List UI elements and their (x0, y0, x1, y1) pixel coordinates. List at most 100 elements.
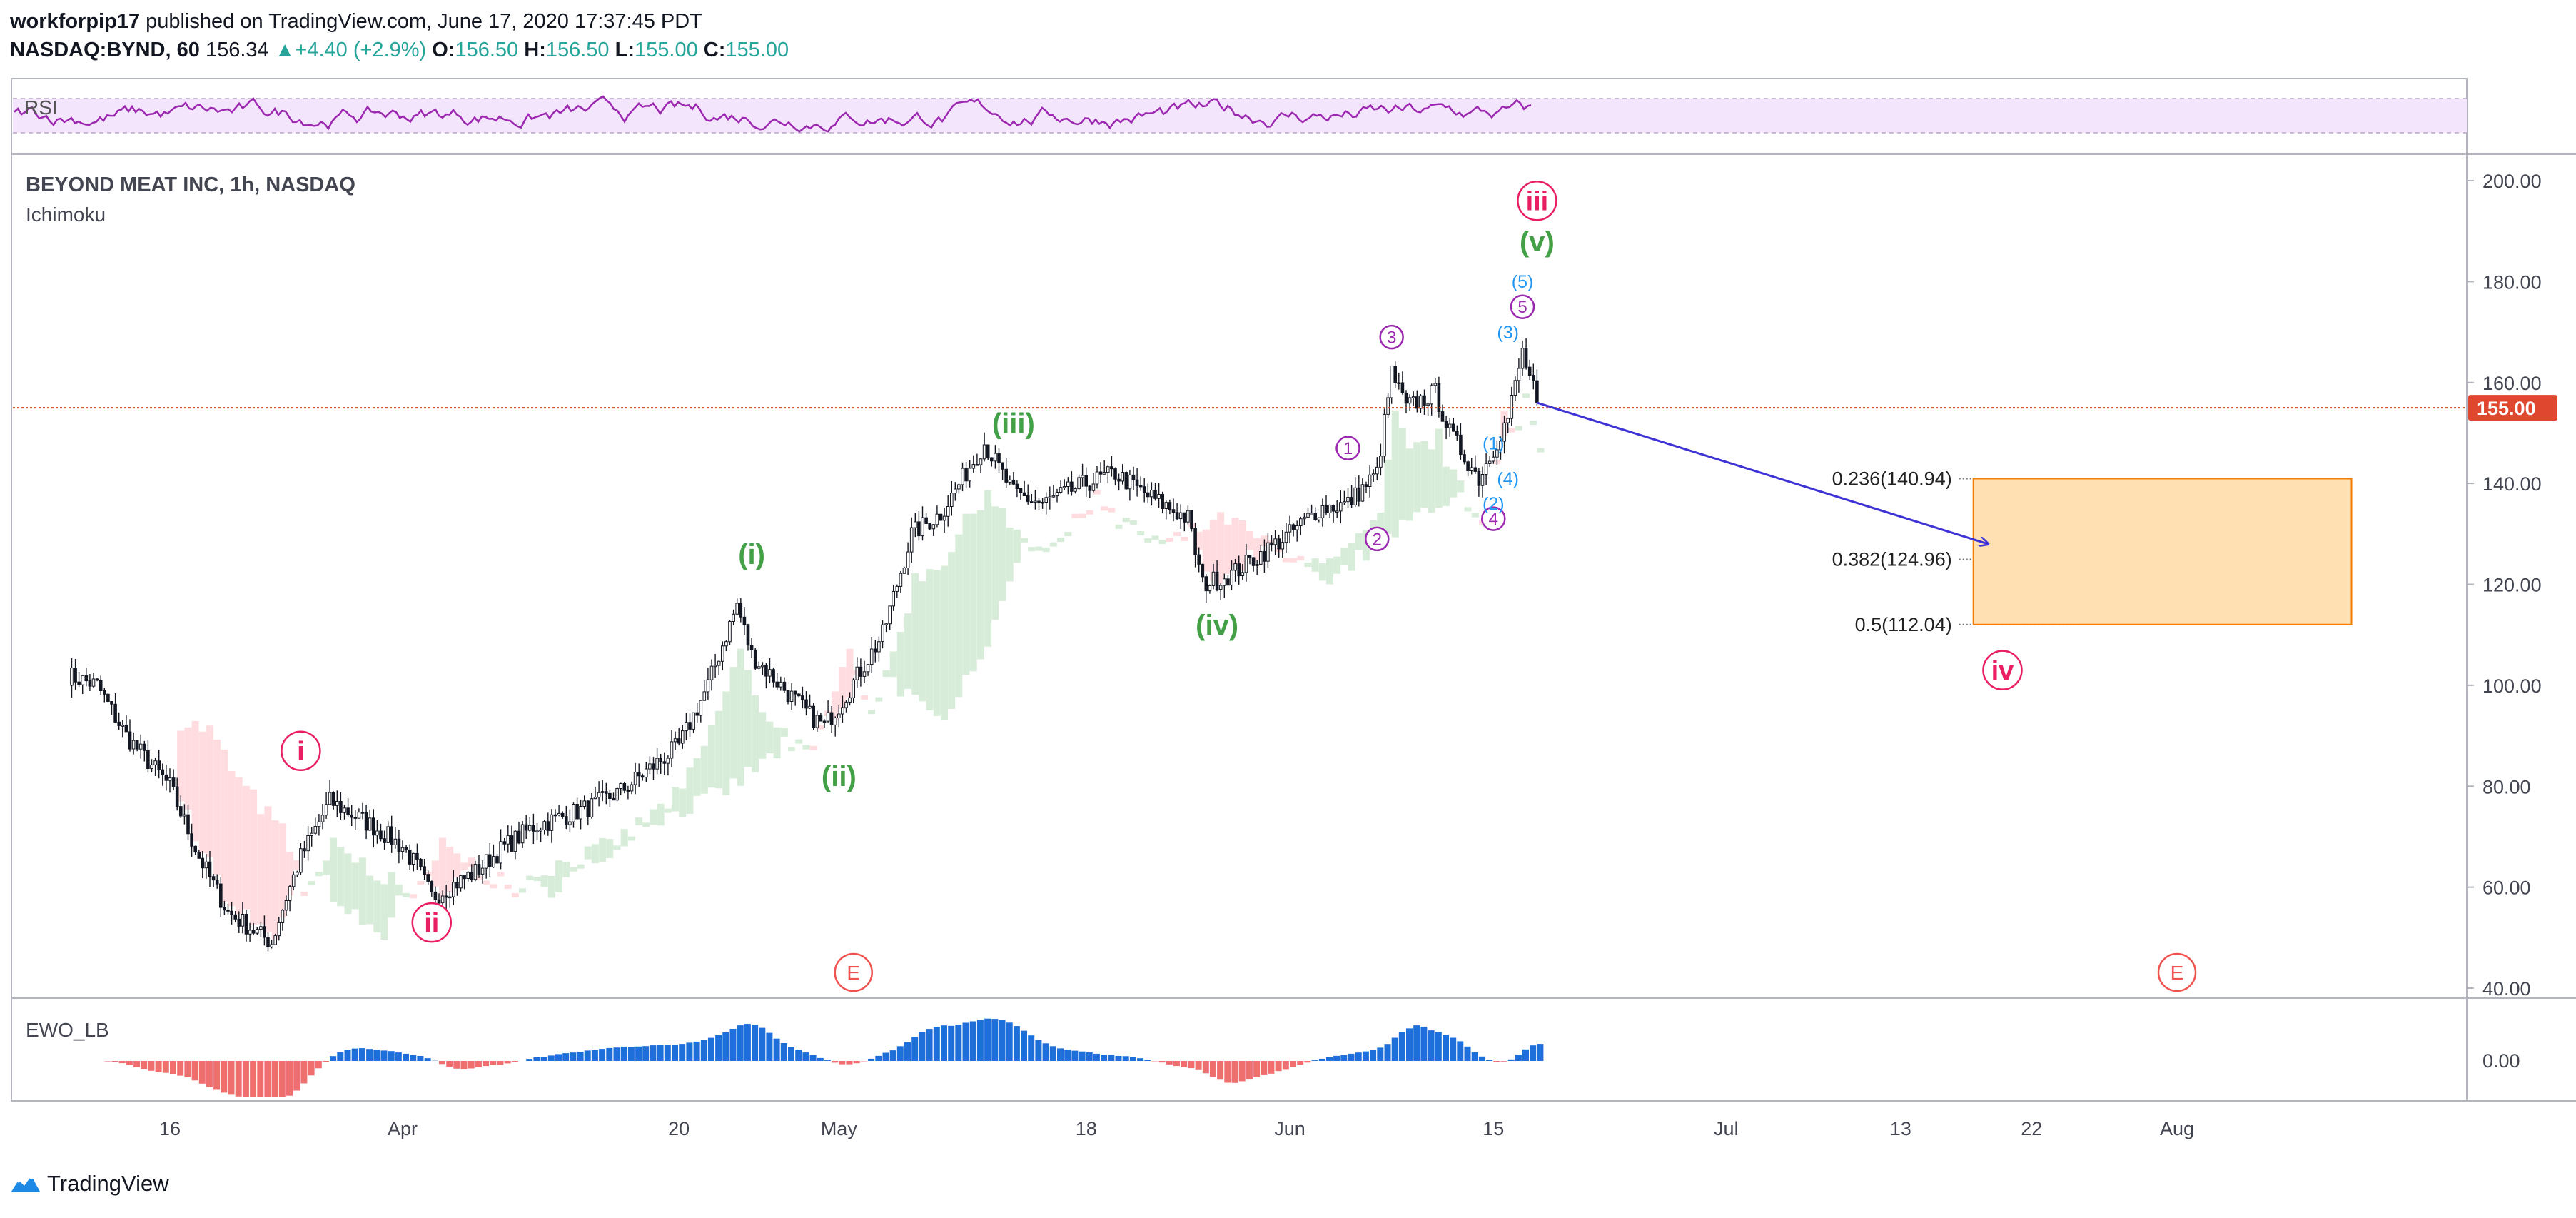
wave-label[interactable]: (iv) (1196, 610, 1238, 641)
wave-label[interactable]: (4) (1497, 469, 1519, 489)
cloud-segment (962, 513, 970, 675)
wave-label[interactable]: (v) (1520, 226, 1555, 258)
candle-body (768, 669, 772, 677)
wave-label[interactable]: i (297, 737, 305, 767)
cloud-segment (1507, 428, 1515, 433)
cloud-segment (1253, 538, 1261, 561)
candle-body (408, 850, 412, 865)
published-text: published on TradingView.com, June 17, 2… (146, 10, 702, 33)
ewo-bar (373, 1050, 380, 1061)
wave-label[interactable]: 1 (1343, 439, 1353, 458)
candle-body (1084, 475, 1089, 487)
target-zone[interactable] (1972, 478, 2353, 625)
candle-body (502, 841, 507, 845)
ewo-bar (1071, 1050, 1079, 1061)
earnings-marker-circle[interactable] (834, 952, 873, 992)
candle-body (572, 804, 575, 822)
ewo-bar (118, 1061, 126, 1064)
candle-body (801, 695, 804, 700)
cloud-segment (358, 857, 366, 925)
candle-body (565, 816, 568, 825)
candle-body (281, 910, 285, 923)
wave-label[interactable]: (1) (1483, 433, 1505, 453)
wave-label[interactable]: 4 (1489, 510, 1498, 529)
wave-label[interactable]: (ii) (822, 761, 857, 792)
candle-body (1408, 397, 1412, 404)
cloud-segment (664, 808, 672, 813)
wave-label[interactable]: (5) (1512, 272, 1534, 292)
wave-label[interactable]: (2) (1483, 494, 1505, 514)
cloud-segment (620, 829, 628, 847)
candle-body (812, 705, 816, 728)
candle-body (1041, 502, 1044, 504)
tradingview-footer[interactable]: TradingView (10, 1171, 169, 1197)
candle-body (1142, 486, 1146, 493)
candle-body (495, 856, 499, 864)
cloud-segment (969, 513, 977, 672)
wave-label[interactable]: iv (1991, 656, 2014, 686)
ewo-bar (424, 1058, 431, 1061)
cloud-segment (1326, 558, 1333, 585)
candle-body (575, 804, 579, 820)
candle-body (742, 616, 747, 625)
wave-label[interactable]: iii (1526, 187, 1549, 217)
candle-body (1284, 531, 1288, 543)
cloud-segment (686, 767, 694, 814)
candle-body (724, 641, 728, 647)
price-axis[interactable]: 200.00 180.00 160.00 140.00 120.00 100.00 80.0… (2467, 171, 2542, 1000)
ewo-bar (453, 1061, 460, 1069)
candle-body (931, 524, 936, 530)
time-axis[interactable]: 16 Apr 20 May 18 Jun 15 Jul 13 22 Aug (159, 1118, 2194, 1139)
candle-body (775, 681, 779, 688)
ewo-bar (722, 1032, 729, 1061)
candle-body (313, 826, 318, 834)
wave-label[interactable]: 2 (1373, 530, 1382, 549)
wave-label-circle (1510, 294, 1535, 319)
candle-body (1055, 492, 1059, 497)
projection-arrow[interactable] (1536, 401, 1988, 544)
candle-body (1266, 542, 1270, 562)
candle-body (263, 926, 266, 938)
candle-body (1201, 563, 1205, 578)
ewo-bar (1377, 1047, 1384, 1061)
candle-body (157, 760, 161, 770)
candle-body (859, 666, 863, 677)
candle-body (869, 648, 874, 665)
cloud-segment (1158, 540, 1166, 545)
ewo-bar (700, 1040, 707, 1061)
ewo-bar (1486, 1060, 1493, 1061)
cloud-segment (766, 721, 774, 754)
candle-body (244, 914, 248, 935)
price-change: +4.40 (+2.9%) (295, 39, 427, 61)
candle-body (1295, 525, 1299, 530)
cloud-segment (1049, 542, 1057, 547)
cloud-segment (1035, 546, 1043, 551)
author-name[interactable]: workforpip17 (10, 10, 141, 33)
candle-body (914, 521, 917, 528)
wave-label[interactable]: 5 (1517, 298, 1527, 317)
wave-label[interactable]: (3) (1497, 323, 1519, 343)
wave-label[interactable]: 3 (1387, 328, 1396, 348)
ewo-bar (264, 1061, 271, 1097)
cloud-segment (1129, 520, 1137, 525)
wave-label[interactable]: (i) (738, 539, 765, 570)
wave-label[interactable]: ii (424, 908, 439, 938)
candle-body (1237, 563, 1241, 577)
ewo-bar (795, 1050, 802, 1061)
cloud-segment (1398, 428, 1406, 520)
cloud-segment (278, 823, 286, 918)
candle-body (619, 783, 623, 789)
candle-body (1146, 492, 1150, 498)
ewo-bar (773, 1038, 780, 1061)
candle-body (84, 675, 89, 682)
candle-body (1135, 479, 1139, 486)
cloud-segment (460, 862, 468, 871)
wave-label[interactable]: (iii) (992, 408, 1035, 439)
candle-body (400, 847, 405, 852)
ewo-bar (904, 1042, 911, 1061)
ewo-bar (1500, 1061, 1507, 1062)
earnings-marker-circle[interactable] (2157, 952, 2197, 992)
ewo-bar (148, 1061, 155, 1071)
